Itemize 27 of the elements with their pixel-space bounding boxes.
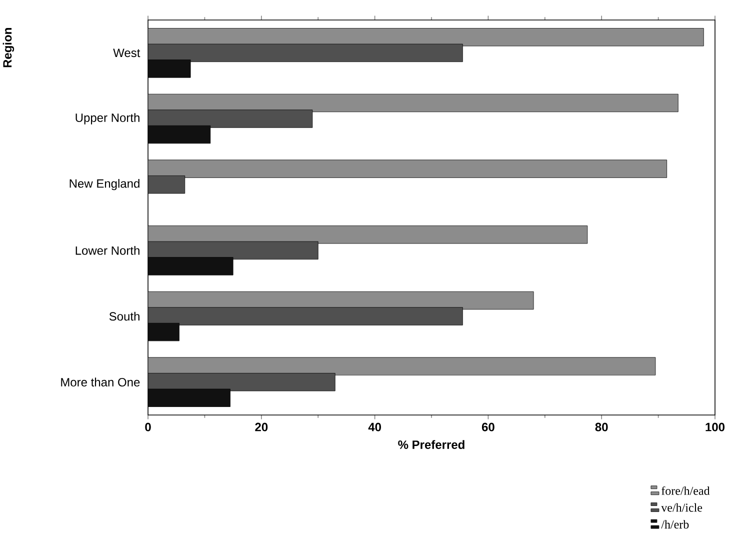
bar: [148, 94, 678, 112]
bar: [148, 110, 313, 128]
y-tick-label: More than One: [61, 378, 140, 386]
x-tick-label: 80: [595, 422, 608, 432]
x-tick-label: 40: [368, 422, 381, 432]
legend-label: /h/erb: [661, 520, 689, 529]
y-tick-label: West: [113, 48, 140, 58]
x-tick-label: 0: [145, 422, 151, 432]
bar: [148, 357, 656, 376]
y-axis-title: Region: [2, 28, 14, 68]
legend-label: ve/h/icle: [661, 503, 702, 512]
bar: [148, 372, 336, 392]
x-tick-label: 20: [255, 422, 268, 432]
x-axis-title: % Preferred: [398, 440, 464, 449]
bar: [148, 307, 463, 326]
y-tick-label: New England: [70, 178, 140, 190]
bar: [148, 241, 318, 260]
y-tick-label: South: [109, 312, 140, 321]
bar: [148, 160, 668, 178]
bar: [148, 226, 588, 244]
x-tick-label: 100: [706, 422, 725, 432]
y-tick-label: Lower North: [76, 246, 140, 255]
bar: [148, 175, 186, 194]
bar: [148, 44, 463, 62]
x-tick-label: 60: [482, 422, 494, 432]
y-tick-label: Upper North: [76, 113, 140, 124]
legend-label: fore/h/ead: [662, 486, 710, 495]
